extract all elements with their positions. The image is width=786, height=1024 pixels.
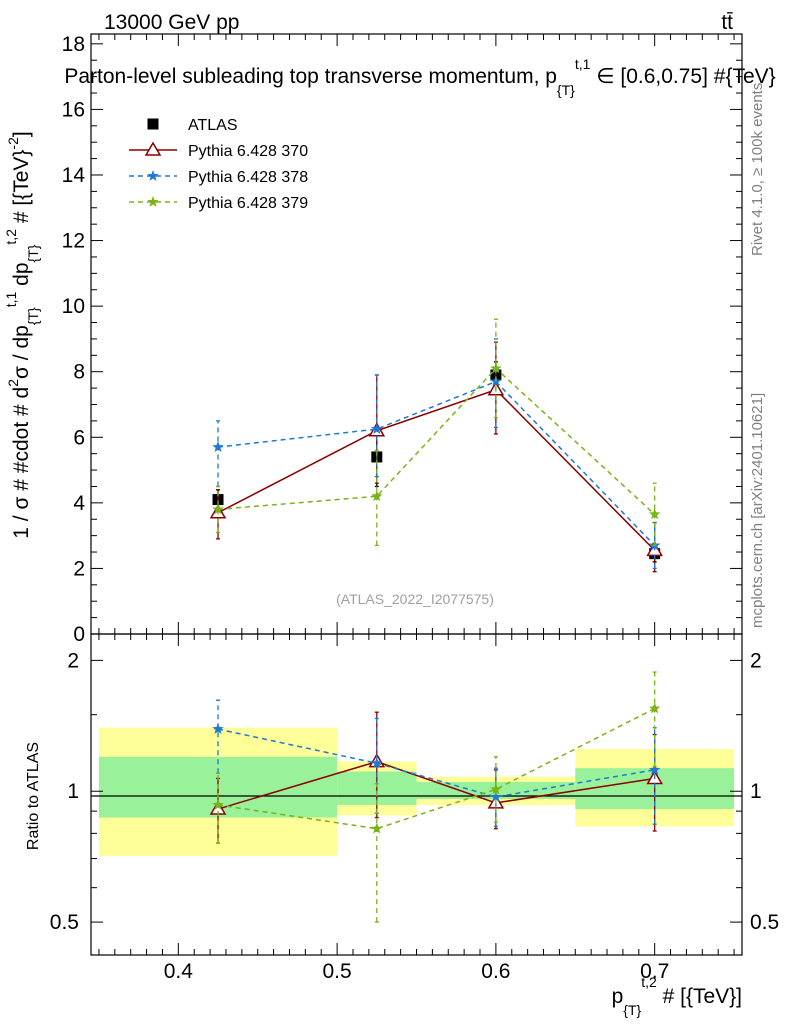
ratio-ytick-label-right-2: 2 [750, 649, 762, 672]
ratio-pythia-6-428-379-point-1 [371, 822, 383, 834]
main-marks [209, 318, 663, 573]
plot-title: Parton-level subleading top transverse m… [64, 56, 775, 98]
ratio-ytick-label-right-0.5: 0.5 [750, 911, 779, 934]
ratio-pythia-6-428-379-point-3 [648, 702, 661, 714]
legend-label-pythia-6-428-379: Pythia 6.428 379 [188, 195, 308, 212]
main-ytick-label-2: 2 [73, 557, 85, 580]
ratio-pythia-6-428-379-point-2 [490, 783, 502, 795]
xtick-label-0.4: 0.4 [164, 960, 194, 983]
ratio-y-axis-label: Ratio to ATLAS [25, 742, 42, 850]
main-ytick-label-0: 0 [73, 623, 85, 646]
analysis-watermark: (ATLAS_2022_I2077575) [336, 591, 494, 607]
main-pythia-6-428-370-line [217, 388, 656, 551]
legend-marker-pythia-6-428-378 [147, 170, 159, 181]
ratio-pythia-6-428-379-errorbar-0 [216, 772, 221, 844]
ratio-pythia-6-428-378-point-2 [490, 790, 502, 802]
ratio-pythia-6-428-378-point-3 [648, 763, 661, 775]
ratio-ytick-label-0.5: 0.5 [50, 911, 79, 934]
main-ytick-label-6: 6 [73, 426, 85, 449]
legend-item-pythia-6-428-379: Pythia 6.428 379 [129, 195, 308, 212]
ratio-pythia-6-428-379-errorbar-2 [493, 756, 498, 823]
xtick-label-0.5: 0.5 [323, 960, 352, 983]
main-pythia-6-428-378-point-0 [212, 441, 224, 452]
ratio-panel: 0.5 0.5 1 1 2 2 0.4 0.5 0.6 0.7 [50, 633, 779, 983]
ratio-y-axis: 0.5 0.5 1 1 2 2 [50, 649, 779, 934]
ratio-ytick-label-2: 2 [67, 649, 79, 672]
main-ytick-label-16: 16 [62, 98, 85, 121]
main-panel: (ATLAS_2022_I2077575) 0 2 4 6 8 10 12 14 16 18 [62, 33, 743, 646]
ratio-pythia-6-428-370-line [217, 760, 655, 810]
ratio-ytick-label-1: 1 [67, 780, 79, 803]
process-label: tt̄ [721, 11, 733, 34]
ratio-ytick-label-right-1: 1 [750, 780, 762, 803]
xtick-label-0.6: 0.6 [481, 960, 510, 983]
ratio-pythia-6-428-378-point-0 [212, 723, 224, 734]
ratio-pythia-6-428-378-line [217, 728, 655, 798]
main-y-axis: 0 2 4 6 8 10 12 14 16 18 [62, 33, 742, 646]
main-pythia-6-428-378-point-1 [371, 423, 383, 434]
main-pythia-6-428-379-point-1 [371, 490, 383, 502]
legend-label-pythia-6-428-378: Pythia 6.428 378 [188, 169, 308, 186]
main-pythia-6-428-379-point-2 [490, 362, 502, 374]
main-ytick-label-14: 14 [62, 164, 86, 187]
main-y-axis-label: 1 / σ # #cdot # d2σ / dp{T}t,1 dp{T}t,2 … [3, 131, 41, 538]
main-pythia-6-428-378-line [217, 380, 656, 547]
ratio-pythia-6-428-378-point-1 [371, 757, 383, 769]
main-ytick-label-18: 18 [62, 33, 85, 56]
legend-item-pythia-6-428-378: Pythia 6.428 378 [129, 169, 308, 186]
ratio-pythia-6-428-379-point-0 [212, 798, 224, 810]
rivet-label: Rivet 4.1.0, ≥ 100k events [749, 83, 766, 256]
energy-label: 13000 GeV pp [104, 11, 239, 34]
main-pythia-6-428-379-point-0 [212, 503, 224, 515]
mcplots-label: mcplots.cern.ch [arXiv:2401.10621] [749, 393, 766, 628]
main-pythia-6-428-378-errorbar-0 [216, 420, 221, 488]
legend-marker-pythia-6-428-370 [144, 141, 162, 156]
legend: ATLAS Pythia 6.428 370 Pythia 6.428 378 Pyt… [129, 117, 308, 212]
legend-item-pythia-6-428-370: Pythia 6.428 370 [129, 141, 308, 160]
ratio-x-axis: 0.4 0.5 0.6 0.7 [98, 634, 735, 983]
ratio-pythia-6-428-379-errorbar-1 [374, 783, 379, 923]
legend-label-atlas: ATLAS [188, 117, 238, 134]
main-pythia-6-428-379-line [217, 367, 656, 515]
legend-label-pythia-6-428-370: Pythia 6.428 370 [188, 143, 308, 160]
x-axis-label: p{T}t,2 # [{TeV}] [612, 974, 742, 1018]
legend-marker-pythia-6-428-379 [147, 196, 159, 207]
main-pythia-6-428-379-point-3 [648, 508, 661, 520]
ratio-uncertainty-bands [98, 727, 735, 856]
ratio-marks [209, 671, 663, 923]
ratio-pythia-6-428-379-errorbar-3 [652, 671, 657, 768]
legend-marker-atlas [147, 118, 159, 130]
main-ytick-label-8: 8 [73, 361, 85, 384]
main-pythia-6-428-378-errorbar-1 [374, 374, 379, 478]
main-ytick-label-12: 12 [62, 230, 85, 253]
main-ytick-label-4: 4 [73, 492, 85, 515]
legend-item-atlas: ATLAS [147, 117, 238, 134]
main-x-ticks [98, 34, 735, 634]
main-ytick-label-10: 10 [62, 295, 85, 318]
xtick-label-0.7: 0.7 [640, 960, 669, 983]
